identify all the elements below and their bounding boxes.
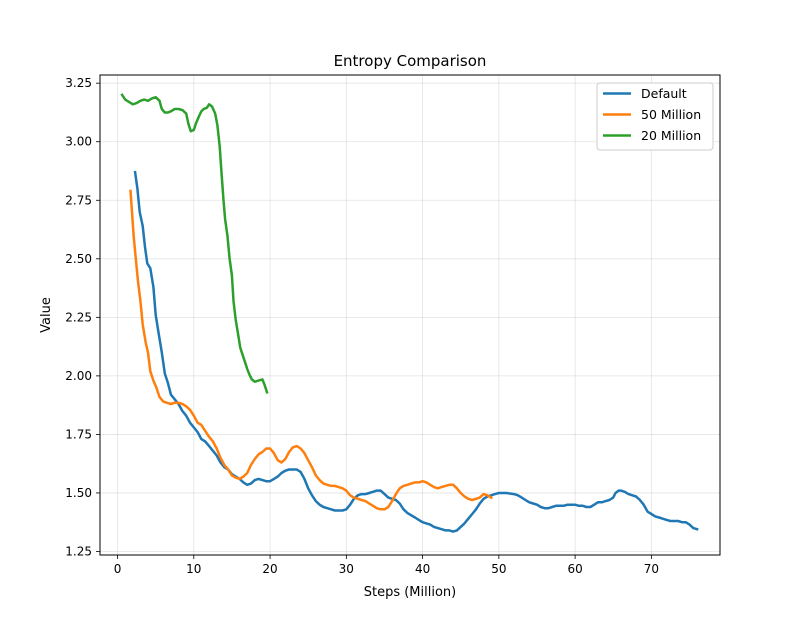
y-axis-ticks: 1.25 1.50 1.75 2.00 2.25 2.50 2.75 3.00 3.25 bbox=[65, 76, 100, 558]
series-line-20-million bbox=[120, 93, 269, 394]
y-tick-label: 2.50 bbox=[65, 252, 92, 266]
data-series bbox=[120, 93, 699, 533]
y-tick-label: 1.25 bbox=[65, 544, 92, 558]
legend-label-50-million: 50 Million bbox=[641, 107, 701, 122]
legend-label-default: Default bbox=[641, 86, 687, 101]
y-tick-label: 1.75 bbox=[65, 427, 92, 441]
x-tick-label: 20 bbox=[262, 562, 277, 576]
series-line-default bbox=[133, 170, 699, 533]
x-tick-label: 70 bbox=[644, 562, 659, 576]
y-tick-label: 2.25 bbox=[65, 310, 92, 324]
chart-title: Entropy Comparison bbox=[334, 52, 487, 70]
x-tick-label: 50 bbox=[491, 562, 506, 576]
legend-box bbox=[596, 82, 714, 151]
x-axis-label: Steps (Million) bbox=[364, 585, 457, 600]
x-tick-label: 0 bbox=[114, 562, 122, 576]
y-tick-label: 1.50 bbox=[65, 486, 92, 500]
y-axis-label: Value bbox=[39, 297, 54, 333]
x-tick-label: 60 bbox=[567, 562, 582, 576]
x-tick-label: 40 bbox=[415, 562, 430, 576]
y-tick-label: 3.25 bbox=[65, 76, 92, 90]
legend-label-20-million: 20 Million bbox=[641, 128, 701, 143]
x-tick-label: 30 bbox=[339, 562, 354, 576]
x-axis-ticks: 0 10 20 30 40 50 60 70 bbox=[114, 555, 659, 576]
y-tick-label: 2.75 bbox=[65, 193, 92, 207]
y-tick-label: 2.00 bbox=[65, 369, 92, 383]
plot-frame bbox=[99, 74, 721, 556]
y-tick-label: 3.00 bbox=[65, 135, 92, 149]
x-tick-label: 10 bbox=[186, 562, 201, 576]
legend: Default 50 Million 20 Million bbox=[596, 82, 714, 151]
series-line-50-million bbox=[129, 189, 493, 511]
